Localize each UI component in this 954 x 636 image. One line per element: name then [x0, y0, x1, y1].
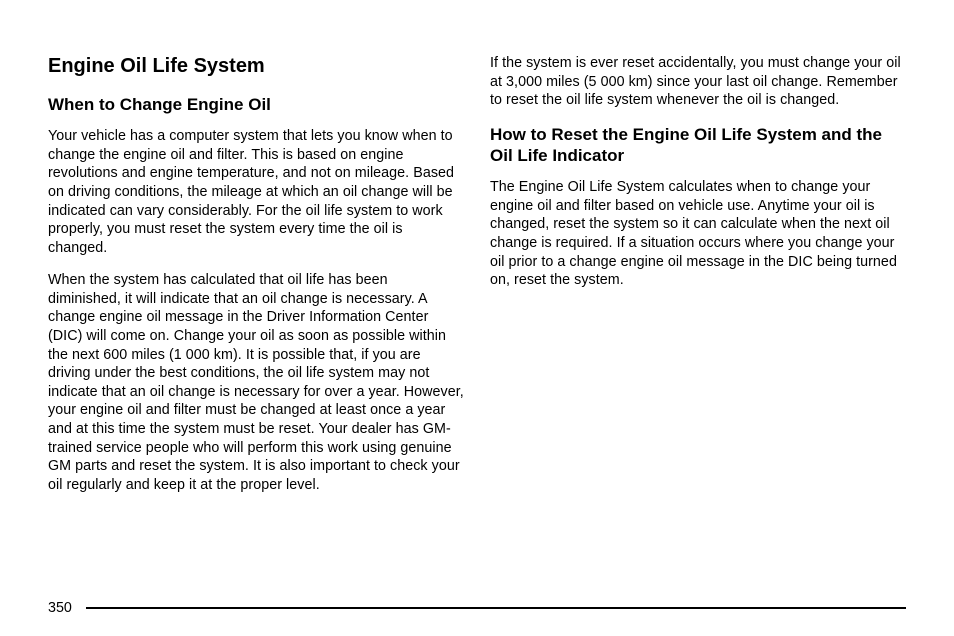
footer: 350: [48, 600, 906, 616]
right-column: If the system is ever reset accidentally…: [490, 54, 906, 508]
heading-how-to-reset: How to Reset the Engine Oil Life System …: [490, 124, 906, 167]
heading-when-to-change: When to Change Engine Oil: [48, 94, 464, 115]
page-number: 350: [48, 600, 72, 616]
paragraph-diminished: When the system has calculated that oil …: [48, 271, 464, 494]
paragraph-reset-accident: If the system is ever reset accidentally…: [490, 54, 906, 110]
page: Engine Oil Life System When to Change En…: [0, 0, 954, 636]
heading-engine-oil-life-system: Engine Oil Life System: [48, 54, 464, 78]
paragraph-reset-procedure: The Engine Oil Life System calculates wh…: [490, 178, 906, 289]
left-column: Engine Oil Life System When to Change En…: [48, 54, 464, 508]
footer-rule: [86, 607, 906, 609]
columns: Engine Oil Life System When to Change En…: [48, 54, 906, 508]
paragraph-intro: Your vehicle has a computer system that …: [48, 127, 464, 257]
